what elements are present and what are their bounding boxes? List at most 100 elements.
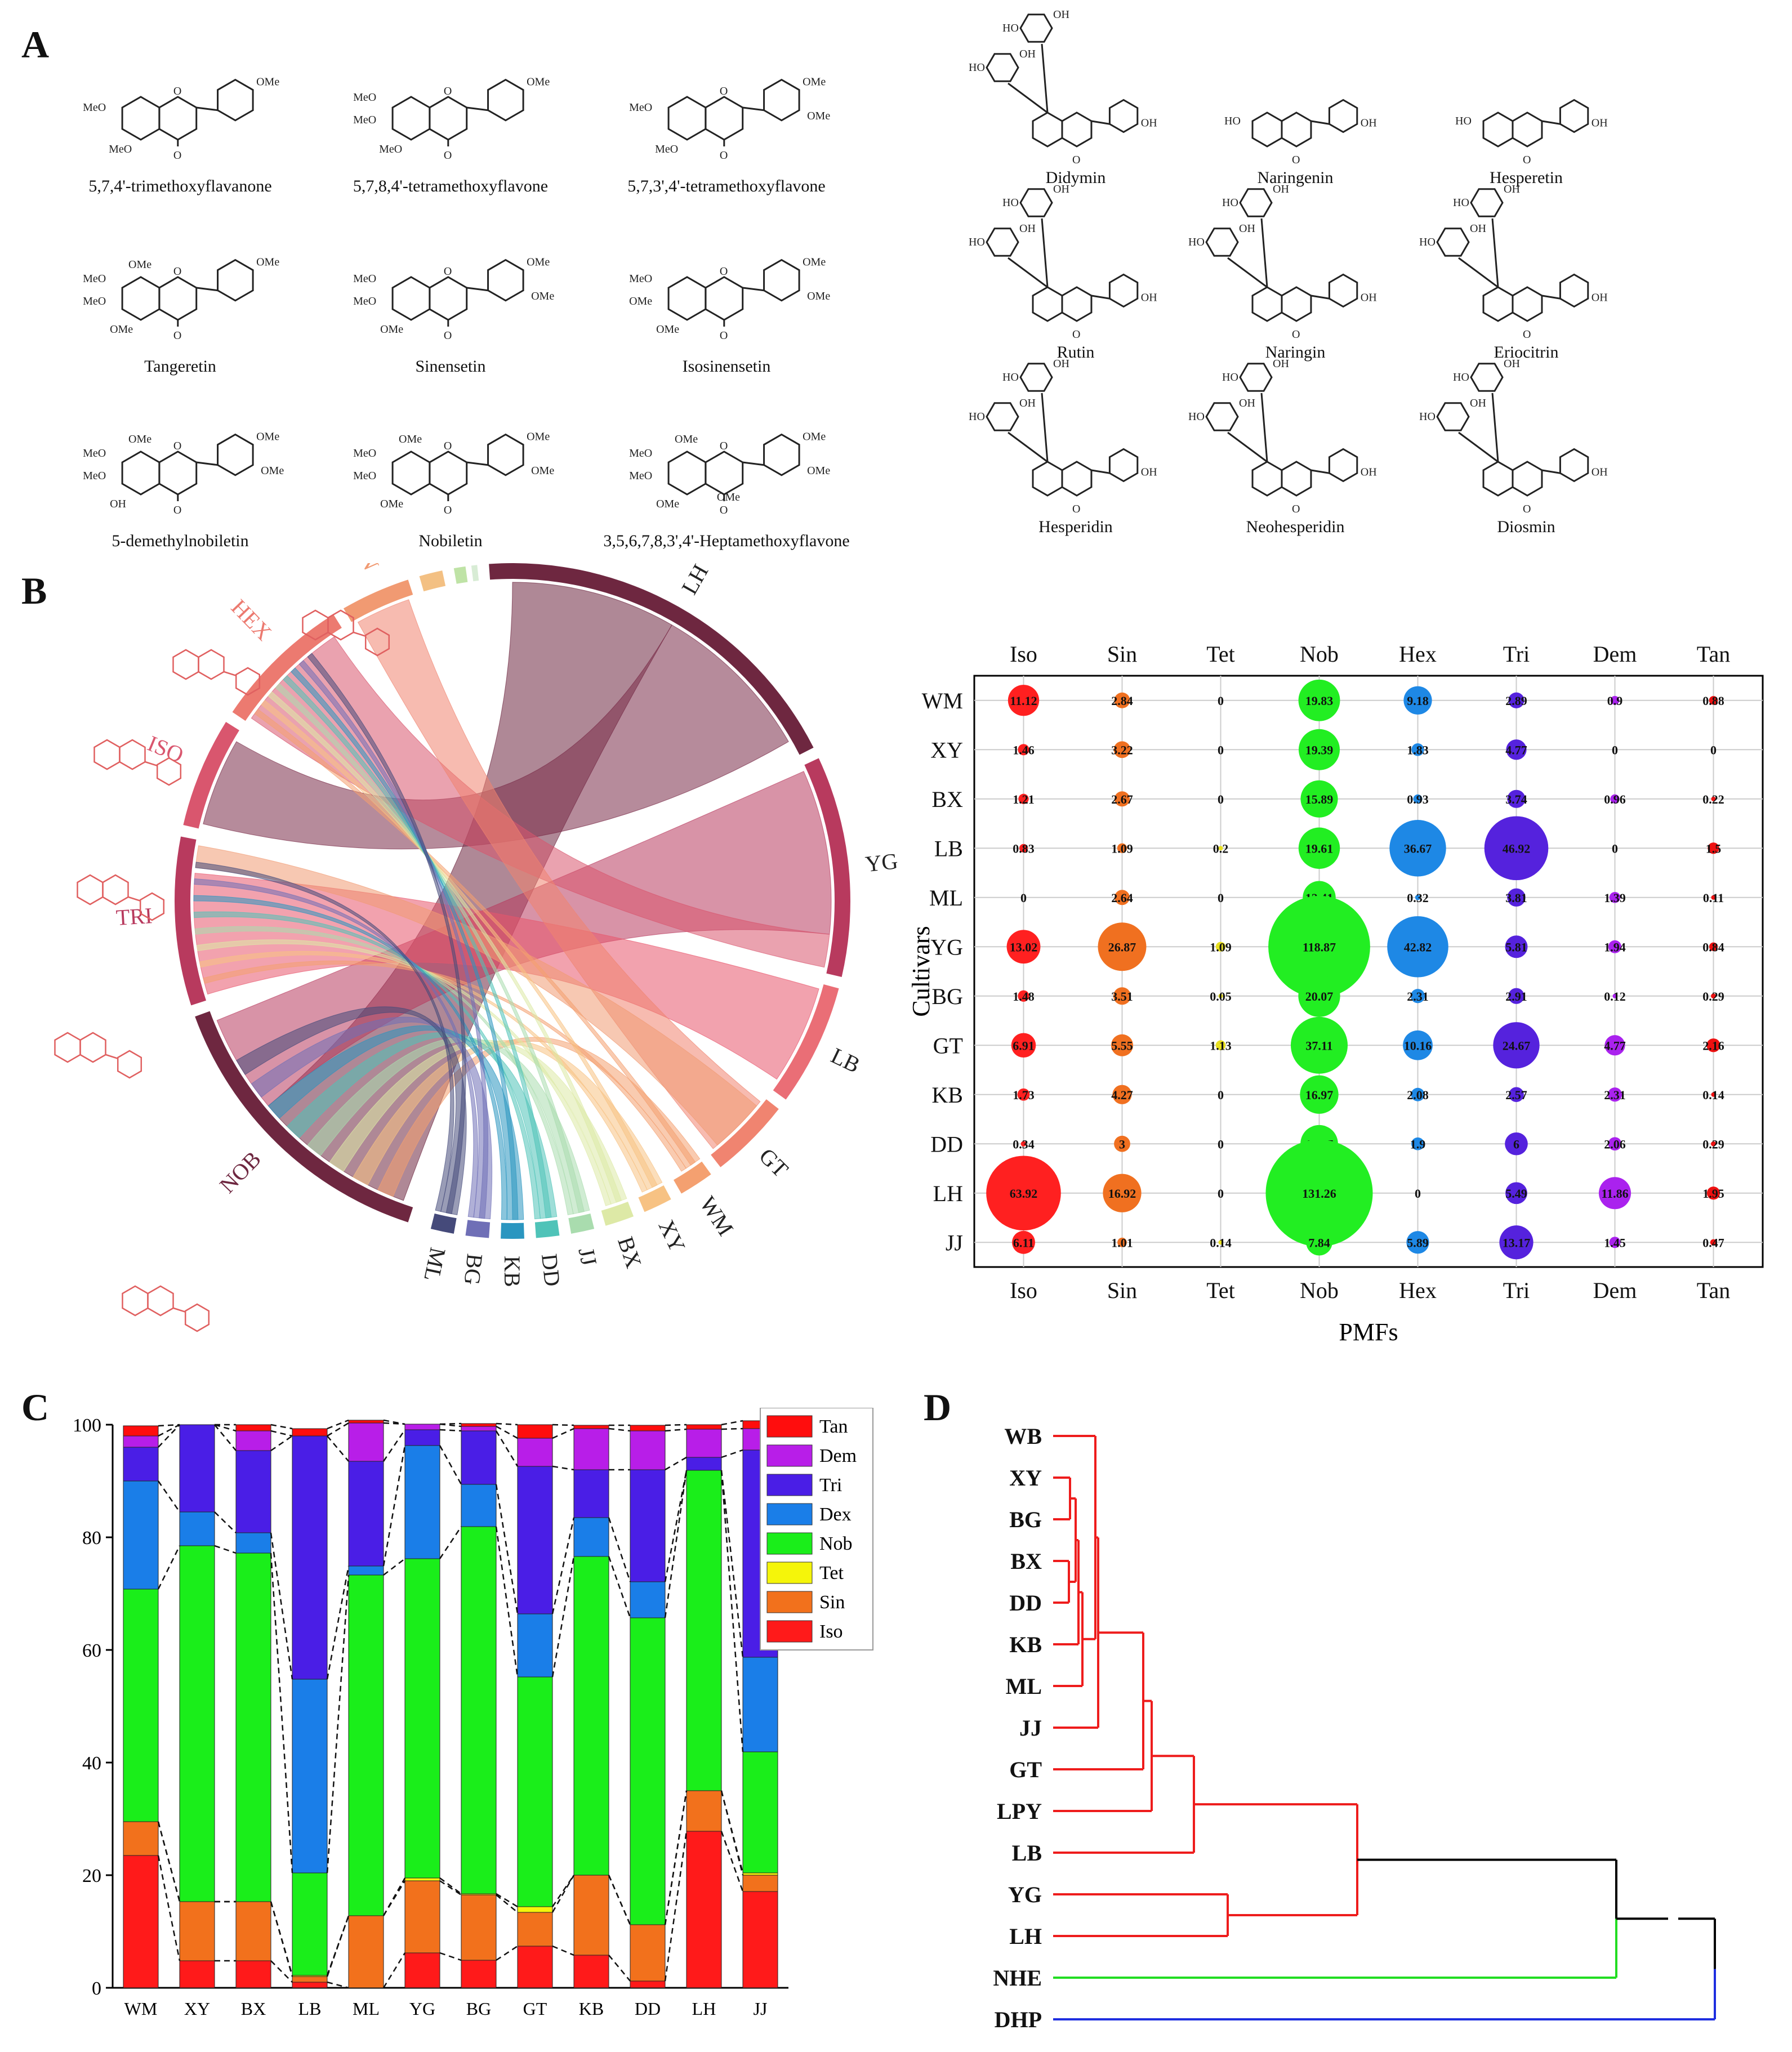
substituent-label: OMe [807,110,830,122]
bubble-row-tick-xy: XY [930,737,963,762]
bars-connector [665,1428,687,1432]
panel-c-stacked-bar-chart: 0 20 40 60 80 100 WM XY BX LB ML YG BG GT KB DD LH JJ Tan D… [73,1408,873,2019]
bars-connector [721,1420,743,1426]
bar-segment-tri [348,1461,384,1567]
bubble-row-tick-ml: ML [929,885,963,911]
chord-label-tri: TRI [115,903,153,930]
substituent-label: MeO [83,101,106,114]
bubble-value-label: 7.84 [1308,1235,1330,1250]
bubble-value-label: 0.05 [1210,989,1232,1003]
hydroxyl-label: HO [1222,197,1238,209]
bar-segment-dem [123,1435,159,1448]
bubble-point [1215,1040,1226,1051]
bubble-value-label: 26.87 [1108,940,1136,954]
bubble-value-label: 5.55 [1111,1038,1133,1052]
ring-oxygen-label: O [173,265,181,278]
bars-connector [270,1430,293,1437]
bar-segment-dex [404,1445,440,1559]
bars-connector [721,1449,743,1458]
substituent-label: OMe [656,498,679,510]
bar-segment-dex [179,1511,215,1546]
substituent-label: OMe [531,290,554,302]
bar-segment-tri [573,1469,609,1518]
bars-connector [608,1955,631,1982]
bubble-value-label: 3.51 [1111,989,1133,1003]
bar-segment-sin [292,1976,328,1983]
bubble-value-label: 2.31 [1407,989,1429,1003]
bar-segment-tet [517,1906,553,1913]
bubble-row-tick-kb: KB [931,1082,963,1108]
dendro-axis-break [1668,1913,1678,1925]
substituent-label: OH [110,498,126,510]
bars-connector [158,1424,180,1427]
panel-b-chord-diagram: NOBTRIISOHEXSINDEMTANTETLHYGLBGTWMXYBXJJ… [54,563,899,1332]
panel-d-dendrogram: WB XY BG BX DD KB ML JJ GT LPY LB YG LH NHE DHP [993,1424,1716,2032]
bubble-value-label: 1.48 [1013,989,1035,1003]
compound-name: Eriocitrin [1494,343,1559,362]
bubble-value-label: 16.92 [1108,1186,1136,1201]
bubble-point [1411,1137,1424,1150]
bubble-point [1112,1085,1132,1104]
bubble-value-label: 4.77 [1505,743,1527,757]
bubble-value-label: 2.89 [1505,694,1527,708]
bars-connector [382,1445,406,1567]
bars-x-tick-label: BX [241,1999,266,2019]
bars-connector [382,1877,406,1916]
bubble-value-label: 1.5 [1706,841,1722,855]
substituent-label: OMe [531,465,554,477]
dendro-leaf-jj: JJ [1019,1715,1042,1741]
ring-oxygen-label: O [720,440,728,452]
chord-segment-tan [453,566,468,584]
bar-segment-dex [461,1484,497,1527]
substituent-label: MeO [629,101,652,114]
bar-segment-tri [292,1435,328,1680]
bubble-value-label: 1.95 [1702,1186,1724,1201]
bars-connector [157,1821,181,1902]
bars-connector [608,1428,631,1432]
carbonyl-oxygen-label: O [173,329,181,342]
hydroxyl-label: HO [969,411,985,423]
compound-name: Neohesperidin [1246,518,1345,536]
hydroxyl-label: OH [1053,183,1069,195]
bar-segment-dem [686,1429,722,1458]
bubble-value-label: 2.08 [1407,1088,1429,1102]
bubble-top-tick-dem: Dem [1593,641,1637,667]
bubble-point [1505,1182,1527,1205]
bubble-value-label: 0 [1218,1137,1224,1151]
glycoside-structure: OH O HO OH HO OH Hesperidin [969,358,1157,536]
chord-label-xy: XY [653,1216,690,1256]
bubble-value-label: 13.17 [1503,1235,1531,1250]
flavone-structure: O O MeO MeO OMe 5,7,4'-trimethoxyflavanone [83,76,279,195]
bubble-point [1610,695,1620,705]
bubble-value-label: 0 [1612,841,1618,855]
bubble-point [1389,820,1446,877]
bubble-value-label: 0.11 [1703,891,1724,905]
hydroxyl-label: OH [1141,466,1157,478]
bubble-value-label: 0.93 [1407,792,1429,806]
bubble-row-tick-lh: LH [933,1181,963,1206]
dendro-leaf-lpy: LPY [997,1799,1042,1824]
hydroxyl-label: HO [1419,411,1436,423]
substituent-label: OMe [527,256,550,269]
bar-segment-dem [630,1430,666,1470]
hydroxyl-label: HO [1002,197,1019,209]
bars-connector [720,1790,744,1873]
substituent-label: OMe [527,76,550,88]
bars-connector [327,1422,349,1437]
hydroxyl-label: HO [969,61,985,74]
bar-segment-sin [123,1821,159,1856]
substituent-label: OMe [256,76,279,88]
bar-segment-dex [517,1613,553,1678]
chord-segment-lb [773,984,839,1100]
hydroxyl-label: HO [1188,236,1205,248]
bubble-row-tick-dd: DD [930,1131,963,1157]
bar-segment-nob [348,1574,384,1916]
bubble-top-tick-hex: Hex [1399,641,1437,667]
bubble-point [1218,1240,1223,1245]
bubble-value-label: 4.27 [1111,1088,1133,1102]
bubble-value-label: 6.11 [1013,1235,1034,1250]
bubble-row-tick-jj: JJ [946,1230,963,1255]
bubble-bottom-tick-tet: Tet [1206,1278,1235,1303]
bubble-row-tick-yg: YG [930,934,963,960]
legend-label-dem: Dem [819,1446,857,1466]
